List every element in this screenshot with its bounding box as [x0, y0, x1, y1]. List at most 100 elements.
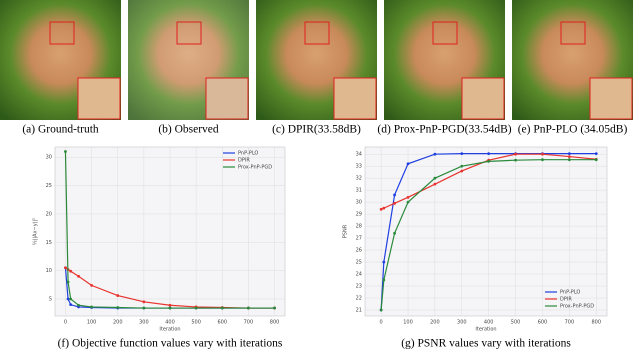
marker	[514, 158, 517, 162]
y-tick-label: 20	[46, 211, 52, 217]
image	[0, 0, 121, 120]
marker	[487, 159, 491, 163]
line	[64, 151, 275, 309]
marker	[382, 206, 386, 210]
marker	[116, 306, 120, 309]
marker	[567, 155, 571, 158]
y-tick-label: 27	[356, 236, 362, 242]
legend-label: PnP-PLO	[238, 151, 258, 157]
y-tick-label: 10	[46, 268, 52, 274]
y-axis-label: PSNR	[343, 224, 349, 238]
image-row	[0, 0, 633, 120]
marker	[514, 152, 517, 156]
y-tick-label: 28	[356, 224, 362, 230]
x-tick-label: 200	[430, 320, 440, 326]
image	[512, 0, 633, 120]
x-tick-label: 700	[565, 320, 575, 326]
x-tick-label: 400	[484, 320, 494, 326]
y-tick-label: 25	[356, 260, 362, 266]
marker	[77, 274, 80, 278]
marker	[77, 303, 80, 307]
marker	[66, 280, 70, 284]
marker	[541, 152, 544, 156]
x-tick-label: 600	[217, 320, 227, 326]
x-tick-label: 0	[64, 320, 67, 326]
marker	[594, 158, 598, 162]
marker	[69, 269, 73, 273]
image	[384, 0, 505, 120]
x-tick-label: 100	[87, 320, 97, 326]
y-tick-label: 5	[49, 296, 52, 302]
y-tick-label: 34	[356, 152, 362, 158]
marker	[220, 306, 224, 310]
marker	[273, 306, 276, 310]
plot-area	[364, 146, 608, 317]
marker	[567, 158, 571, 162]
marker	[594, 152, 598, 155]
marker	[433, 152, 437, 156]
marker	[393, 201, 396, 205]
x-tick-label: 700	[244, 320, 254, 326]
marker	[379, 207, 383, 211]
marker	[433, 182, 437, 186]
marker	[142, 300, 146, 304]
marker	[64, 266, 67, 270]
legend-label: Prox-PnP-PGD	[560, 304, 594, 310]
marker	[142, 306, 146, 310]
y-tick-label: 32	[356, 176, 362, 182]
y-tick-label: 33	[356, 164, 362, 170]
marker	[433, 176, 437, 180]
x-tick-label: 800	[591, 320, 601, 326]
marker	[379, 308, 383, 312]
x-tick-label: 200	[113, 320, 123, 326]
marker	[66, 297, 70, 301]
chart: 21 22 23 24 25 26 27 28 29 30 31 32 33 34 0 100 200 300 40…	[343, 146, 608, 350]
chart-caption: (g) PSNR values vary with iterations	[401, 338, 571, 350]
marker	[393, 231, 396, 235]
marker	[90, 305, 93, 309]
marker	[382, 260, 386, 264]
legend-label: Prox-PnP-PGD	[238, 165, 272, 171]
marker	[567, 152, 571, 155]
x-axis-label: Iteration	[159, 327, 180, 333]
marker	[168, 303, 172, 307]
y-tick-label: 22	[356, 296, 362, 302]
marker	[406, 162, 410, 166]
marker	[64, 150, 67, 153]
marker	[406, 195, 410, 199]
x-tick-label: 0	[380, 320, 383, 326]
legend-label: DPIR	[560, 297, 572, 303]
y-axis-label: ½||Ax−y||²	[32, 218, 39, 245]
y-tick-label: 24	[356, 272, 362, 278]
marker	[194, 306, 198, 310]
marker	[487, 152, 491, 155]
image-caption: (b) Observed	[158, 124, 219, 136]
y-tick-label: 15	[46, 240, 52, 246]
image-caption: (c) DPIR(33.58dB)	[272, 124, 361, 136]
marker	[541, 158, 544, 162]
x-tick-label: 500	[191, 320, 201, 326]
marker	[247, 306, 250, 310]
x-tick-label: 300	[139, 320, 149, 326]
marker	[168, 306, 172, 310]
marker	[460, 164, 464, 168]
x-tick-label: 800	[270, 320, 280, 326]
y-tick-label: 30	[46, 155, 52, 161]
marker	[116, 294, 120, 297]
x-tick-label: 600	[538, 320, 548, 326]
y-tick-label: 29	[356, 212, 362, 218]
legend-label: DPIR	[238, 158, 250, 164]
marker	[382, 278, 386, 282]
x-tick-label: 400	[165, 320, 175, 326]
marker	[90, 283, 93, 287]
marker	[406, 200, 410, 204]
image-caption: (d) Prox-PnP-PGD(33.54dB)	[377, 124, 511, 136]
x-axis-label: Iteration	[475, 327, 496, 333]
marker	[460, 169, 464, 173]
chart-caption: (f) Objective function values vary with …	[58, 338, 283, 350]
y-tick-label: 23	[356, 284, 362, 290]
y-tick-label: 26	[356, 248, 362, 254]
marker	[69, 303, 73, 307]
